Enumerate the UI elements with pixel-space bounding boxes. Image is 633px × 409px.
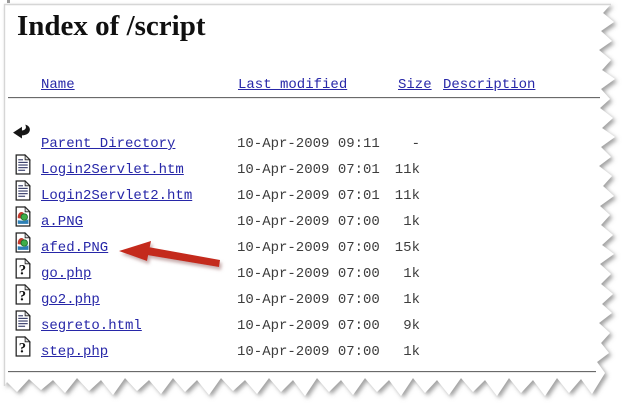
last-modified: 10-Apr-2009 07:00 <box>237 292 380 308</box>
file-link[interactable]: afed.PNG <box>41 240 109 256</box>
file-size: - <box>411 136 420 152</box>
file-size: 1k <box>403 266 420 282</box>
file-size: 9k <box>403 318 420 334</box>
file-size: 1k <box>403 344 420 360</box>
header-divider <box>8 97 600 99</box>
table-header-row: Name Last modified Size Description <box>0 78 633 94</box>
file-link[interactable]: step.php <box>41 344 109 360</box>
svg-text:?: ? <box>19 288 26 304</box>
column-header-name[interactable]: Name <box>41 77 75 93</box>
table-row: Login2Servlet.htm 10-Apr-2009 07:01 11k <box>0 154 633 180</box>
file-size: 11k <box>394 188 420 204</box>
unknown-file-icon: ? <box>14 258 32 279</box>
torn-edge-shape <box>4 4 615 396</box>
last-modified: 10-Apr-2009 09:11 <box>237 136 380 152</box>
file-size: 15k <box>394 240 420 256</box>
table-row: ? go2.php 10-Apr-2009 07:00 1k <box>0 284 633 310</box>
edge-artifact <box>7 0 10 3</box>
image-file-icon <box>14 232 32 253</box>
column-header-description[interactable]: Description <box>443 77 536 93</box>
text-file-icon <box>14 154 32 175</box>
table-row: segreto.html 10-Apr-2009 07:00 9k <box>0 310 633 336</box>
file-size: 11k <box>394 162 420 178</box>
file-link[interactable]: segreto.html <box>41 318 142 334</box>
last-modified: 10-Apr-2009 07:01 <box>237 162 380 178</box>
last-modified: 10-Apr-2009 07:01 <box>237 188 380 204</box>
table-row: afed.PNG 10-Apr-2009 07:00 15k <box>0 232 633 258</box>
text-file-icon <box>14 310 32 331</box>
last-modified: 10-Apr-2009 07:00 <box>237 344 380 360</box>
table-row: Login2Servlet2.htm 10-Apr-2009 07:01 11k <box>0 180 633 206</box>
file-link[interactable]: Login2Servlet2.htm <box>41 188 193 204</box>
file-size: 1k <box>403 292 420 308</box>
file-link[interactable]: go.php <box>41 266 92 282</box>
image-file-icon <box>14 206 32 227</box>
column-header-modified[interactable]: Last modified <box>238 77 348 93</box>
file-size: 1k <box>403 214 420 230</box>
table-row: ? step.php 10-Apr-2009 07:00 1k <box>0 336 633 362</box>
sheet-border-lines <box>3 3 611 386</box>
table-row: ? go.php 10-Apr-2009 07:00 1k <box>0 258 633 284</box>
unknown-file-icon: ? <box>14 336 32 357</box>
column-header-size[interactable]: Size <box>398 77 432 93</box>
svg-text:?: ? <box>19 340 26 356</box>
last-modified: 10-Apr-2009 07:00 <box>237 214 380 230</box>
page-title: Index of /script <box>17 10 206 42</box>
back-arrow-icon <box>12 122 34 140</box>
file-link[interactable]: Login2Servlet.htm <box>41 162 184 178</box>
file-link[interactable]: a.PNG <box>41 214 84 230</box>
table-row: Parent Directory 10-Apr-2009 09:11 - <box>0 124 633 154</box>
svg-text:?: ? <box>19 262 26 278</box>
footer-divider <box>8 371 596 373</box>
text-file-icon <box>14 180 32 201</box>
unknown-file-icon: ? <box>14 284 32 305</box>
table-row: a.PNG 10-Apr-2009 07:00 1k <box>0 206 633 232</box>
file-link[interactable]: go2.php <box>41 292 100 308</box>
last-modified: 10-Apr-2009 07:00 <box>237 266 380 282</box>
annotation-arrow-icon <box>119 241 220 267</box>
file-link[interactable]: Parent Directory <box>41 136 176 152</box>
last-modified: 10-Apr-2009 07:00 <box>237 318 380 334</box>
last-modified: 10-Apr-2009 07:00 <box>237 240 380 256</box>
